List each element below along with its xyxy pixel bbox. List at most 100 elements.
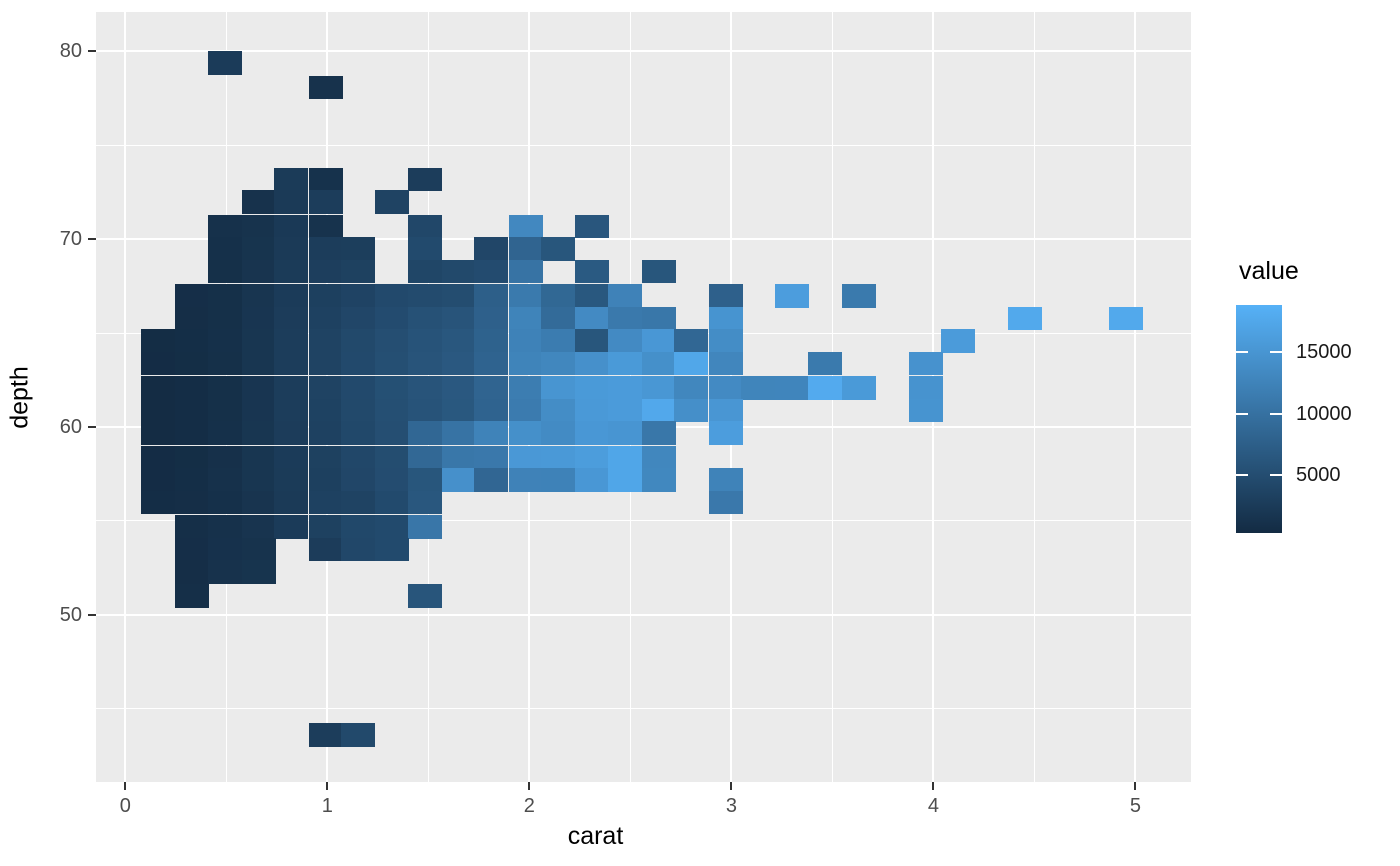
heatmap-tile xyxy=(674,376,709,400)
heatmap-tile xyxy=(308,167,343,192)
heatmap-tile xyxy=(241,398,276,423)
heatmap-tile xyxy=(175,376,210,400)
heatmap-tile xyxy=(340,283,375,308)
plot-panel xyxy=(96,12,1191,782)
heatmap-tile xyxy=(607,421,642,445)
legend-title: value xyxy=(1239,257,1299,285)
heatmap-tile xyxy=(308,398,343,423)
legend-tick-label: 15000 xyxy=(1296,341,1352,364)
heatmap-tile xyxy=(175,421,210,445)
heatmap-tile xyxy=(308,259,343,284)
x-axis-title: carat xyxy=(567,822,624,850)
heatmap-tile xyxy=(474,421,509,445)
heatmap-tile xyxy=(474,445,509,470)
heatmap-tile xyxy=(340,237,375,261)
heatmap-tile xyxy=(674,398,709,423)
heatmap-tile xyxy=(241,514,276,539)
heatmap-tile xyxy=(308,537,343,562)
x-axis-tick-label: 1 xyxy=(321,795,333,817)
heatmap-tile xyxy=(175,537,210,562)
heatmap-tile xyxy=(375,421,410,445)
gridline-minor-h xyxy=(96,144,1191,146)
heatmap-tile xyxy=(607,398,642,423)
heatmap-tile xyxy=(641,329,676,353)
heatmap-tile xyxy=(540,306,575,331)
heatmap-tile xyxy=(375,306,410,331)
heatmap-tile xyxy=(241,490,276,515)
heatmap-tile xyxy=(474,259,509,284)
heatmap-tile xyxy=(175,351,210,376)
heatmap-tile xyxy=(274,190,309,214)
heatmap-tile xyxy=(375,329,410,353)
gridline-major-h xyxy=(96,50,1191,53)
heatmap-tile xyxy=(175,306,210,331)
gridline-minor-h xyxy=(96,520,1191,522)
heatmap-tile xyxy=(940,329,975,353)
heatmap-tile xyxy=(708,398,743,423)
heatmap-tile xyxy=(508,237,543,261)
heatmap-tile xyxy=(140,468,175,492)
legend-colorbar xyxy=(1236,305,1282,533)
heatmap-tile xyxy=(607,306,642,331)
heatmap-tile xyxy=(241,351,276,376)
heatmap-tile xyxy=(607,376,642,400)
heatmap-tile xyxy=(575,283,610,308)
heatmap-tile xyxy=(241,190,276,214)
legend-tick-mark xyxy=(1236,474,1248,477)
heatmap-tile xyxy=(140,351,175,376)
heatmap-tile xyxy=(340,259,375,284)
heatmap-tile xyxy=(575,329,610,353)
heatmap-tile xyxy=(407,376,442,400)
gridline-major-h xyxy=(96,613,1191,616)
y-axis-tick-mark xyxy=(88,238,96,241)
x-axis-tick-label: 3 xyxy=(725,795,737,817)
heatmap-tile xyxy=(308,445,343,470)
heatmap-tile xyxy=(807,351,842,376)
heatmap-tile xyxy=(641,259,676,284)
heatmap-tile xyxy=(641,468,676,492)
heatmap-tile xyxy=(708,306,743,331)
heatmap-tile xyxy=(241,445,276,470)
heatmap-tile xyxy=(708,468,743,492)
heatmap-tile xyxy=(241,537,276,562)
heatmap-tile xyxy=(207,445,242,470)
heatmap-tile xyxy=(207,376,242,400)
x-axis-tick-mark xyxy=(730,782,733,790)
y-axis-tick-mark xyxy=(88,613,96,616)
heatmap-tile xyxy=(207,51,242,75)
heatmap-tile xyxy=(540,237,575,261)
heatmap-tile xyxy=(841,376,876,400)
heatmap-tile xyxy=(607,445,642,470)
heatmap-tile xyxy=(340,306,375,331)
heatmap-tile xyxy=(375,468,410,492)
heatmap-tile xyxy=(207,259,242,284)
heatmap-tile xyxy=(708,490,743,515)
heatmap-tile xyxy=(407,468,442,492)
heatmap-tile xyxy=(175,283,210,308)
heatmap-tile xyxy=(441,259,476,284)
heatmap-tile xyxy=(474,398,509,423)
heatmap-tile xyxy=(740,376,775,400)
heatmap-tile xyxy=(308,329,343,353)
heatmap-tile xyxy=(340,468,375,492)
heatmap-tile xyxy=(340,537,375,562)
heatmap-tile xyxy=(274,514,309,539)
legend: value 15000 10000 5000 xyxy=(1215,255,1400,555)
heatmap-tile xyxy=(308,283,343,308)
heatmap-tile xyxy=(375,283,410,308)
heatmap-tile xyxy=(308,421,343,445)
heatmap-tile xyxy=(575,351,610,376)
y-axis-tick-label: 60 xyxy=(59,416,82,439)
heatmap-tile xyxy=(207,560,242,584)
heatmap-tile xyxy=(340,421,375,445)
heatmap-tile xyxy=(274,490,309,515)
heatmap-tile xyxy=(241,283,276,308)
heatmap-tile xyxy=(1108,306,1143,331)
heatmap-tile xyxy=(575,421,610,445)
legend-tick-mark xyxy=(1236,351,1248,354)
heatmap-tile xyxy=(175,584,210,609)
heatmap-tile xyxy=(1007,306,1042,331)
x-axis-tick-label: 5 xyxy=(1129,795,1141,817)
heatmap-tile xyxy=(474,351,509,376)
